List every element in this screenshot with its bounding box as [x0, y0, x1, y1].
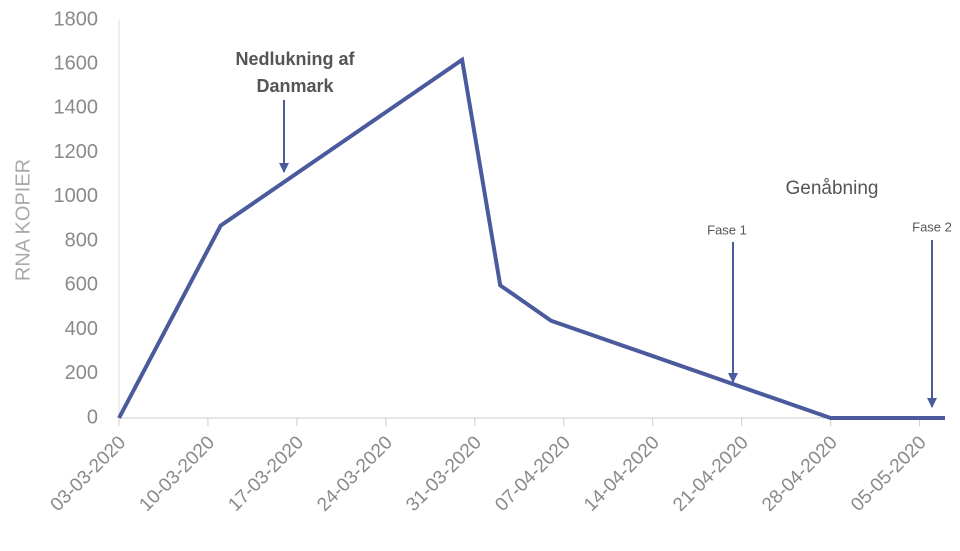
- annotation: Genåbning: [786, 178, 879, 199]
- y-tick-label: 1000: [54, 185, 99, 207]
- x-tick-label: 21-04-2020: [669, 432, 753, 516]
- annotation: Nedlukning af: [235, 49, 355, 69]
- y-tick-label: 1200: [54, 141, 99, 163]
- x-tick-label: 07-04-2020: [491, 432, 575, 516]
- x-tick-label: 28-04-2020: [758, 432, 842, 516]
- y-tick-label: 800: [65, 229, 98, 251]
- y-tick-label: 0: [87, 406, 98, 428]
- y-axis-label: RNA KOPIER: [12, 159, 34, 281]
- y-tick-label: 600: [65, 274, 98, 296]
- annotation: Fase 1: [707, 222, 747, 237]
- x-tick-label: 14-04-2020: [580, 432, 664, 516]
- y-tick-label: 1400: [54, 97, 99, 119]
- annotation: Danmark: [256, 76, 334, 96]
- y-tick-label: 400: [65, 318, 98, 340]
- annotation: Fase 2: [912, 219, 952, 234]
- x-tick-label: 05-05-2020: [847, 432, 931, 516]
- x-tick-label: 24-03-2020: [313, 432, 397, 516]
- x-tick-label: 17-03-2020: [224, 432, 308, 516]
- x-tick-label: 10-03-2020: [135, 432, 219, 516]
- x-tick-label: 31-03-2020: [402, 432, 486, 516]
- x-tick-label: 03-03-2020: [46, 432, 130, 516]
- y-tick-label: 200: [65, 362, 98, 384]
- data-line: [117, 56, 945, 420]
- y-tick-label: 1800: [54, 8, 99, 30]
- y-tick-label: 1600: [54, 53, 99, 75]
